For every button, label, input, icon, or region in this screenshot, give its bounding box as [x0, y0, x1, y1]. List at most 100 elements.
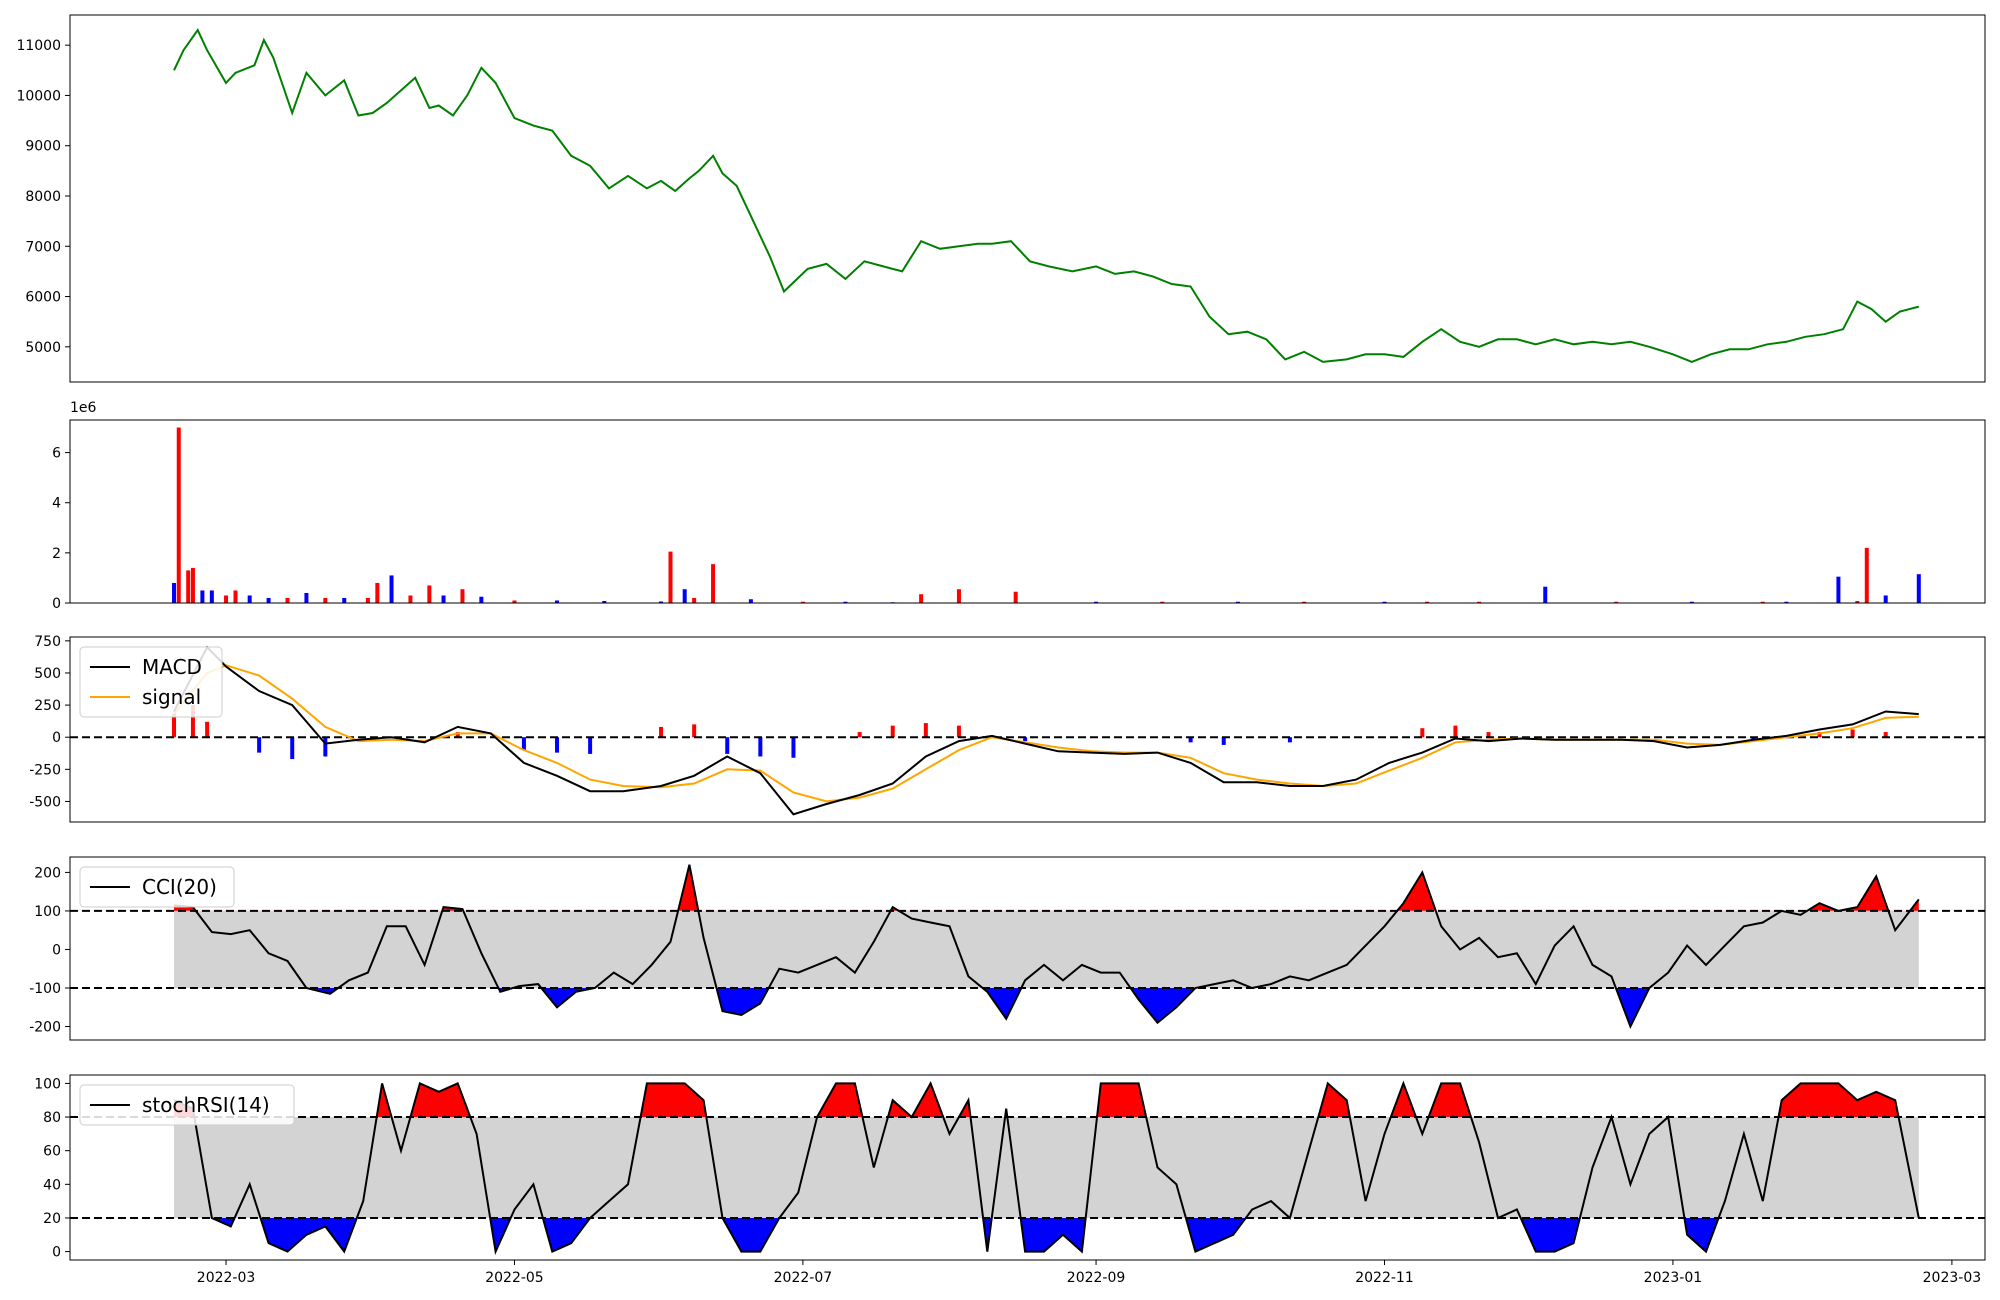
y-tick-label: 200 [34, 865, 61, 881]
volume-bar [1864, 547, 1869, 603]
volume-bar [176, 427, 181, 603]
x-tick-label: 2023-03 [1923, 1270, 1982, 1286]
macd-histogram-bar [692, 724, 697, 738]
y-tick-label: 500 [34, 666, 61, 682]
macd-histogram-bar [555, 737, 560, 753]
legend-label: MACD [142, 655, 202, 679]
y-tick-label: 5000 [25, 340, 61, 356]
macd-histogram-bar [1287, 737, 1292, 743]
cci-band [174, 910, 1919, 988]
y-tick-label: 9000 [25, 139, 61, 155]
y-tick-label: 100 [34, 904, 61, 920]
y-tick-label: 4 [52, 496, 61, 512]
price-line [173, 28, 1920, 363]
cci-line [173, 864, 1920, 1030]
y-tick-label: 11000 [16, 38, 61, 54]
signal-line [173, 664, 1919, 803]
y-tick-label: 6 [52, 446, 61, 462]
macd-histogram-bar [659, 726, 664, 738]
volume-bar [285, 597, 290, 603]
macd-histogram-bar [455, 732, 460, 738]
y-tick-label: -200 [29, 1020, 61, 1036]
legend-box [79, 1084, 295, 1126]
y-tick-label: 0 [52, 1245, 61, 1261]
volume-bar [266, 597, 271, 603]
volume-bar [1760, 601, 1765, 603]
volume-bar [460, 589, 465, 603]
volume-bar [1883, 595, 1888, 603]
stochrsi-oversold-fill [174, 1217, 1919, 1252]
y-tick-label: 80 [43, 1110, 61, 1126]
y-tick-label: 2 [52, 546, 61, 562]
volume-bar [1614, 601, 1619, 603]
volume-bar [748, 599, 753, 603]
macd-histogram-bar [257, 737, 262, 753]
macd-histogram-bar [1023, 737, 1028, 742]
volume-bar [233, 590, 238, 603]
volume-bar [919, 594, 924, 603]
x-tick-label: 2022-05 [485, 1270, 544, 1286]
macd-line [173, 645, 1919, 816]
stochrsi-line [173, 1080, 1920, 1256]
y-tick-label: 750 [34, 634, 61, 650]
y-tick-label: -500 [29, 794, 61, 810]
volume-bar [659, 601, 664, 603]
macd-histogram-bar [521, 737, 526, 751]
y-tick-label: -250 [29, 762, 61, 778]
macd-histogram-bar [290, 737, 295, 760]
volume-bar [1382, 601, 1387, 603]
macd-histogram-bar [956, 725, 961, 738]
y-tick-label: 7000 [25, 239, 61, 255]
y-tick-label: 250 [34, 698, 61, 714]
volume-bar [375, 582, 380, 603]
y-tick-label: 40 [43, 1177, 61, 1193]
macd-histogram-bar [923, 723, 928, 738]
legend-box [79, 646, 223, 718]
macd-histogram-bar [323, 737, 328, 757]
volume-bar [247, 595, 252, 603]
volume-bar [1235, 601, 1240, 603]
stochrsi-band [174, 1117, 1919, 1218]
macd-histogram-bar [1221, 737, 1226, 745]
volume-bar [172, 582, 177, 603]
volume-bar [1094, 601, 1099, 603]
y-tick-label: -100 [29, 981, 61, 997]
volume-panel [69, 419, 1986, 604]
volume-bar [479, 596, 484, 603]
volume-bar [304, 592, 309, 603]
x-tick-label: 2022-07 [774, 1270, 833, 1286]
y-tick-label: 20 [43, 1211, 61, 1227]
volume-bar [1689, 601, 1694, 603]
legend-label: stochRSI(14) [142, 1093, 270, 1117]
legend-box [79, 866, 235, 908]
volume-bar [668, 551, 673, 603]
x-tick-label: 2022-03 [197, 1270, 256, 1286]
volume-bar [843, 601, 848, 603]
macd-histogram-bar [758, 737, 763, 757]
volume-bar [323, 597, 328, 603]
y-tick-label: 0 [52, 596, 61, 612]
volume-bar [602, 600, 607, 603]
volume-bar [555, 600, 560, 603]
volume-offset-label: 1e6 [70, 400, 97, 416]
volume-bar [692, 597, 697, 603]
macd-histogram-bar [1883, 732, 1888, 738]
x-tick-label: 2022-09 [1067, 1270, 1126, 1286]
macd-histogram-bar [1420, 728, 1425, 738]
legend-label: CCI(20) [142, 875, 217, 899]
y-tick-label: 0 [52, 730, 61, 746]
price-panel [69, 14, 1986, 383]
macd-histogram-bar [1453, 725, 1458, 738]
volume-bar [408, 595, 413, 603]
macd-histogram-bar [791, 737, 796, 758]
volume-bar [1302, 601, 1307, 603]
volume-bar [427, 585, 432, 603]
volume-bar [209, 590, 214, 603]
legend-label: signal [142, 685, 201, 709]
macd-histogram-bar [205, 721, 210, 738]
macd-panel [69, 636, 1986, 823]
volume-bar [186, 570, 191, 603]
volume-bar [342, 597, 347, 603]
macd-histogram-bar [190, 705, 195, 738]
y-tick-label: 60 [43, 1144, 61, 1160]
